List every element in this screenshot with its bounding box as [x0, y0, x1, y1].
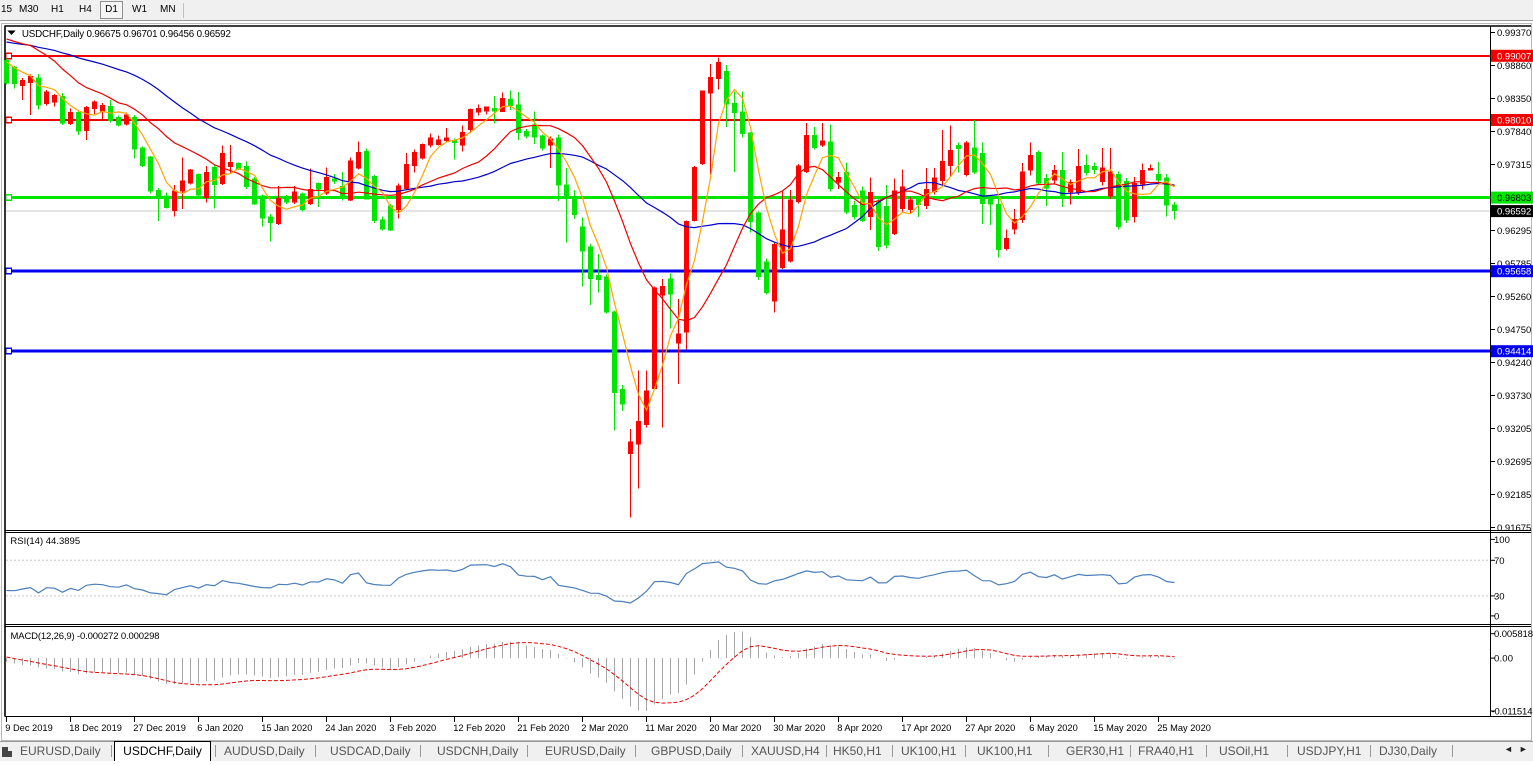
svg-text:0.94414: 0.94414 — [1497, 347, 1531, 358]
svg-text:0.97840: 0.97840 — [1497, 127, 1531, 138]
svg-text:0.91675: 0.91675 — [1497, 523, 1531, 534]
svg-text:27 Apr 2020: 27 Apr 2020 — [965, 723, 1015, 733]
svg-text:0: 0 — [1494, 611, 1499, 622]
svg-text:RSI(14) 44.3895: RSI(14) 44.3895 — [10, 536, 80, 547]
svg-text:30 Mar 2020: 30 Mar 2020 — [773, 723, 825, 733]
svg-text:0.95785: 0.95785 — [1497, 259, 1531, 270]
svg-text:15 May 2020: 15 May 2020 — [1093, 723, 1147, 733]
svg-text:21 Feb 2020: 21 Feb 2020 — [517, 723, 569, 733]
svg-text:0.98010: 0.98010 — [1497, 116, 1531, 127]
svg-text:70: 70 — [1494, 556, 1505, 567]
svg-text:0.98860: 0.98860 — [1497, 61, 1531, 72]
svg-text:0.93205: 0.93205 — [1497, 424, 1531, 435]
svg-text:0.92695: 0.92695 — [1497, 457, 1531, 468]
svg-text:6 Jan 2020: 6 Jan 2020 — [197, 723, 243, 733]
svg-text:30: 30 — [1494, 591, 1505, 602]
svg-text:0.99007: 0.99007 — [1497, 51, 1531, 62]
svg-text:0.93730: 0.93730 — [1497, 391, 1531, 402]
svg-text:MACD(12,26,9) -0.000272 0.0002: MACD(12,26,9) -0.000272 0.000298 — [11, 631, 160, 642]
svg-text:8 Apr 2020: 8 Apr 2020 — [837, 723, 882, 733]
svg-text:24 Jan 2020: 24 Jan 2020 — [325, 723, 376, 733]
svg-text:0.95658: 0.95658 — [1497, 267, 1531, 278]
svg-text:15 Jan 2020: 15 Jan 2020 — [261, 723, 312, 733]
svg-text:25 May 2020: 25 May 2020 — [1157, 723, 1211, 733]
svg-text:0.95260: 0.95260 — [1497, 292, 1531, 303]
svg-text:6 May 2020: 6 May 2020 — [1029, 723, 1078, 733]
svg-text:0.96803: 0.96803 — [1497, 193, 1531, 204]
svg-text:0.00: 0.00 — [1494, 654, 1513, 665]
svg-text:0.94240: 0.94240 — [1497, 358, 1531, 369]
svg-text:3 Feb 2020: 3 Feb 2020 — [389, 723, 436, 733]
svg-text:0.005818: 0.005818 — [1494, 629, 1533, 640]
svg-text:12 Feb 2020: 12 Feb 2020 — [453, 723, 505, 733]
svg-text:0.96295: 0.96295 — [1497, 226, 1531, 237]
svg-text:18 Dec 2019: 18 Dec 2019 — [69, 723, 122, 733]
svg-text:0.96592: 0.96592 — [1497, 207, 1531, 218]
svg-text:20 Mar 2020: 20 Mar 2020 — [709, 723, 761, 733]
svg-text:11 Mar 2020: 11 Mar 2020 — [645, 723, 697, 733]
svg-text:0.98350: 0.98350 — [1497, 94, 1531, 105]
svg-text:0.97315: 0.97315 — [1497, 160, 1531, 171]
svg-text:0.94750: 0.94750 — [1497, 325, 1531, 336]
svg-text:9 Dec 2019: 9 Dec 2019 — [5, 723, 53, 733]
svg-text:0.99370: 0.99370 — [1497, 28, 1531, 39]
svg-text:100: 100 — [1494, 535, 1510, 546]
svg-text:2 Mar 2020: 2 Mar 2020 — [581, 723, 628, 733]
svg-text:-0.011514: -0.011514 — [1492, 707, 1533, 718]
svg-text:27 Dec 2019: 27 Dec 2019 — [133, 723, 186, 733]
svg-text:17 Apr 2020: 17 Apr 2020 — [901, 723, 951, 733]
svg-text:USDCHF,Daily 0.96675 0.96701: USDCHF,Daily 0.96675 0.96701 0.96456 0.9… — [22, 29, 231, 40]
svg-text:0.92185: 0.92185 — [1497, 490, 1531, 501]
